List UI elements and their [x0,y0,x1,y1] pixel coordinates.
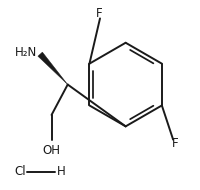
Text: H₂N: H₂N [15,46,37,59]
Text: H: H [57,165,65,178]
Polygon shape [38,52,68,85]
Text: F: F [96,7,102,20]
Text: F: F [172,137,178,150]
Text: OH: OH [43,144,61,157]
Text: Cl: Cl [14,165,26,178]
